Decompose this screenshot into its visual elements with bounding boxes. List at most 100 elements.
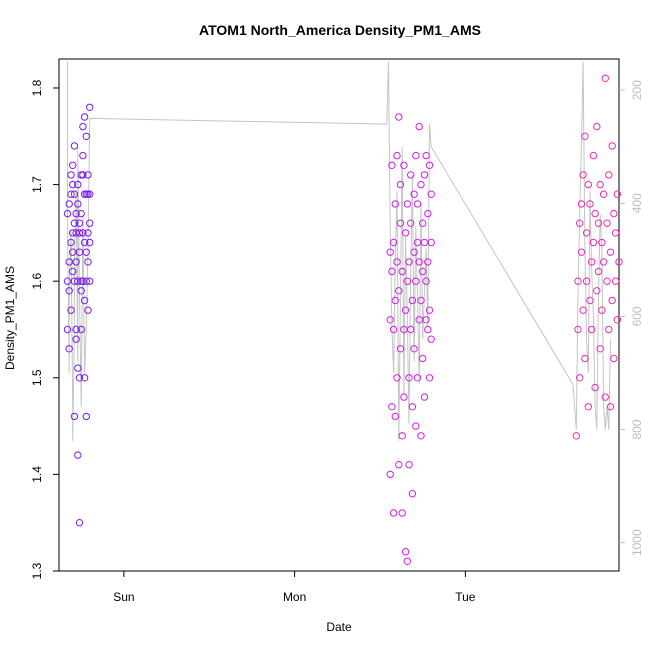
data-point	[389, 509, 398, 517]
data-point	[77, 287, 85, 295]
data-point	[608, 296, 616, 305]
data-point	[419, 267, 427, 276]
data-point	[79, 229, 87, 237]
data-point	[579, 306, 587, 314]
series-line-trace	[67, 61, 611, 441]
data-point	[75, 519, 84, 527]
data-point	[606, 403, 615, 411]
data-point	[386, 316, 394, 324]
data-point	[70, 142, 79, 150]
data-point	[400, 393, 408, 401]
y-tick-label: 1.7	[30, 176, 44, 193]
data-point	[86, 277, 94, 285]
data-point	[412, 151, 420, 160]
data-point	[417, 180, 425, 189]
data-point	[427, 335, 435, 343]
data-point	[588, 258, 596, 266]
data-point	[74, 277, 82, 285]
y-tick-label: 1.3	[30, 562, 44, 579]
data-point	[410, 190, 418, 198]
data-point	[82, 277, 91, 285]
data-point	[613, 190, 621, 198]
data-point	[410, 345, 418, 353]
data-point	[410, 248, 418, 256]
data-point	[69, 267, 77, 276]
data-point	[75, 219, 84, 227]
x-axis-label: Date	[326, 620, 352, 634]
data-point	[408, 403, 417, 411]
data-point	[412, 277, 420, 285]
data-point	[84, 229, 92, 237]
data-point	[425, 306, 434, 314]
data-point	[79, 122, 87, 131]
data-point	[396, 219, 405, 227]
data-point	[401, 306, 410, 314]
data-point	[598, 306, 606, 314]
data-point	[80, 238, 89, 247]
data-point	[601, 393, 609, 401]
data-point	[586, 296, 594, 305]
data-point	[74, 200, 82, 208]
data-point	[608, 142, 616, 150]
data-point	[424, 258, 432, 266]
data-point	[412, 422, 420, 430]
data-point	[577, 248, 586, 256]
data-point	[391, 296, 399, 305]
data-point	[422, 151, 430, 160]
y-axis-label: Density_PM1_AMS	[3, 266, 17, 370]
scatter-points	[63, 74, 623, 565]
data-point	[386, 470, 394, 479]
data-point	[407, 325, 415, 334]
right-axis-line-trace	[67, 61, 611, 441]
data-point	[405, 374, 413, 382]
right-y-tick-label: 400	[630, 193, 644, 213]
data-point	[398, 267, 406, 276]
data-point	[398, 432, 406, 440]
data-point	[75, 229, 84, 237]
data-point	[415, 258, 423, 266]
data-point	[70, 190, 79, 198]
data-point	[422, 316, 430, 324]
data-point	[588, 325, 596, 334]
data-point	[389, 238, 398, 247]
data-point	[582, 229, 591, 237]
data-point	[581, 132, 589, 141]
data-point	[395, 461, 403, 469]
data-point	[72, 209, 80, 218]
data-point	[70, 219, 79, 227]
data-point	[596, 180, 604, 189]
data-point	[610, 354, 618, 363]
data-point	[86, 219, 94, 227]
y-tick-label: 1.8	[30, 79, 44, 96]
data-point	[70, 412, 79, 421]
data-point	[611, 277, 620, 285]
data-point	[388, 267, 396, 276]
data-point	[393, 374, 401, 382]
right-y-tick-label: 800	[630, 419, 644, 439]
data-point	[427, 190, 435, 198]
data-point	[576, 219, 584, 227]
data-point	[82, 132, 91, 141]
data-point	[415, 316, 423, 324]
right-y-tick-label: 600	[630, 306, 644, 326]
data-point	[407, 171, 415, 179]
data-point	[67, 190, 75, 198]
data-point	[425, 161, 434, 170]
data-point	[594, 267, 603, 276]
data-point	[82, 248, 91, 256]
data-point	[63, 325, 72, 334]
data-point	[391, 200, 399, 208]
data-point	[413, 200, 422, 208]
data-point	[84, 306, 92, 314]
data-point	[605, 171, 613, 179]
data-point	[393, 151, 401, 160]
data-point	[72, 335, 80, 343]
data-point	[74, 451, 82, 459]
data-point	[572, 432, 580, 440]
data-point	[396, 180, 405, 189]
data-point	[395, 113, 403, 121]
data-point	[419, 219, 427, 227]
data-point	[408, 490, 417, 498]
right-y-tick-label: 1000	[630, 529, 644, 556]
